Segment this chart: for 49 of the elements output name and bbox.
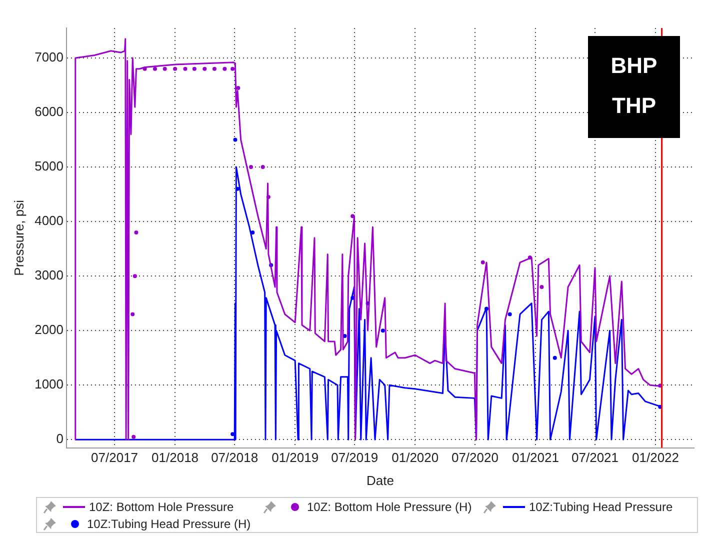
point — [134, 230, 138, 234]
point — [260, 165, 265, 170]
point — [230, 66, 235, 71]
point — [236, 86, 240, 90]
point — [250, 230, 255, 234]
legend-label: 10Z:Tubing Head Pressure — [529, 500, 673, 514]
point — [480, 260, 485, 264]
point — [552, 356, 557, 360]
annotation: THP — [612, 93, 656, 118]
x-tick-label: 01/2018 — [152, 450, 199, 466]
x-tick-label: 01/2020 — [392, 450, 439, 466]
point — [183, 66, 188, 71]
x-tick-label: 07/2020 — [451, 450, 498, 466]
point — [249, 165, 254, 170]
point — [233, 138, 238, 142]
point — [132, 274, 137, 278]
point — [152, 66, 157, 71]
point — [540, 284, 544, 289]
x-tick-label: 01/2019 — [272, 450, 319, 466]
point — [508, 312, 512, 316]
y-tick-label: 2000 — [34, 322, 64, 338]
legend-label: 10Z: Bottom Hole Pressure (H) — [307, 500, 472, 514]
y-tick-label: 3000 — [34, 268, 64, 283]
point — [380, 328, 385, 333]
point — [212, 66, 217, 71]
y-tick-label: 7000 — [34, 50, 64, 65]
point — [192, 66, 196, 71]
legend-label: 10Z: Bottom Hole Pressure — [89, 500, 234, 514]
y-tick-label: 4000 — [34, 213, 64, 228]
y-tick-label: 1000 — [34, 376, 64, 392]
x-tick-label: 07/2019 — [331, 450, 378, 466]
point — [202, 66, 207, 71]
x-tick-label: 07/2021 — [572, 450, 619, 466]
y-axis-title: Pressure, psi — [11, 200, 26, 276]
y-tick-label: 5000 — [34, 158, 64, 174]
point — [162, 66, 167, 71]
point — [173, 66, 178, 71]
y-tick-label: 0 — [56, 431, 64, 446]
point — [130, 312, 135, 316]
x-tick-label: 01/2021 — [512, 450, 559, 466]
x-tick-label: 01/2022 — [632, 450, 680, 466]
point — [132, 434, 136, 439]
y-tick-label: 6000 — [34, 104, 64, 120]
x-axis-title: Date — [366, 472, 394, 488]
point — [222, 66, 227, 71]
annotation: BHP — [610, 53, 658, 78]
x-tick-label: 07/2017 — [91, 450, 138, 466]
x-tick-label: 07/2018 — [211, 450, 258, 466]
legend-label: 10Z:Tubing Head Pressure (H) — [87, 516, 251, 530]
